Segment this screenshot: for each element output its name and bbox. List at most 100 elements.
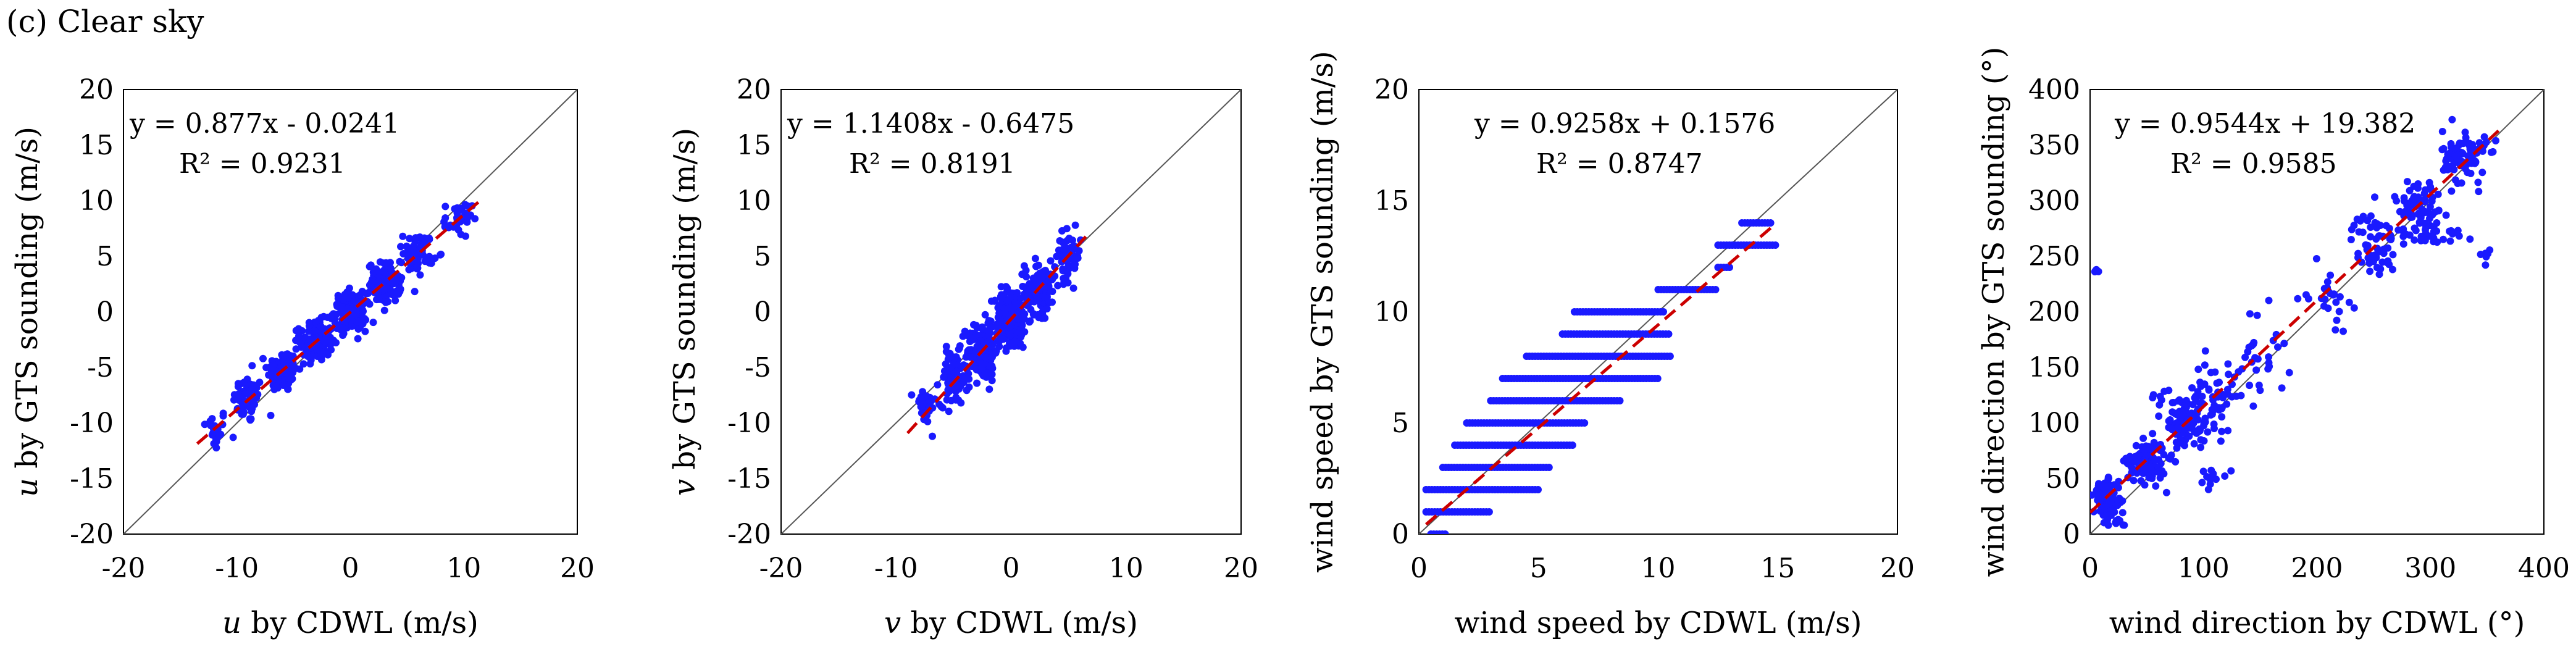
- data-point: [2188, 384, 2196, 392]
- data-point: [2090, 491, 2096, 499]
- data-point: [2428, 197, 2436, 205]
- data-point: [2224, 427, 2232, 435]
- data-point: [2474, 178, 2482, 186]
- y-tick-label: 0: [96, 296, 114, 328]
- data-point: [2446, 237, 2454, 245]
- data-point: [382, 259, 390, 267]
- data-point: [961, 327, 969, 335]
- data-point: [1035, 261, 1042, 269]
- data-point: [2107, 496, 2115, 504]
- data-point: [1043, 294, 1051, 302]
- data-point: [1064, 270, 1072, 278]
- data-point: [251, 401, 259, 408]
- regression-equation: y = 1.1408x - 0.6475: [787, 108, 1074, 140]
- x-tick-label: 200: [2291, 553, 2343, 584]
- data-point: [908, 391, 916, 399]
- data-point: [358, 311, 366, 319]
- data-point: [2387, 236, 2395, 243]
- data-point: [985, 317, 993, 325]
- data-point: [2406, 231, 2414, 239]
- data-point: [2411, 193, 2419, 201]
- data-point: [943, 396, 951, 404]
- data-point: [425, 234, 433, 242]
- data-point: [320, 337, 328, 345]
- data-point: [259, 354, 267, 362]
- data-point: [2433, 238, 2441, 246]
- y-tick-label: 5: [1392, 408, 1409, 439]
- data-point: [1581, 419, 1589, 427]
- data-point: [965, 383, 973, 391]
- data-point: [2253, 311, 2261, 319]
- data-point: [957, 399, 965, 407]
- data-point: [2430, 228, 2438, 236]
- data-point: [246, 380, 254, 388]
- data-point: [2380, 249, 2388, 257]
- data-point: [2402, 207, 2409, 215]
- data-point: [2200, 422, 2208, 430]
- plot-frame: [2089, 89, 2545, 535]
- data-point: [403, 242, 411, 250]
- plot-frame: [780, 89, 1242, 535]
- data-point: [375, 278, 383, 286]
- data-point: [944, 386, 952, 394]
- data-point: [2399, 232, 2407, 240]
- data-point: [2149, 394, 2157, 402]
- data-point: [2225, 370, 2233, 379]
- data-point: [1660, 308, 1667, 316]
- data-point: [270, 371, 278, 379]
- data-point: [1045, 278, 1053, 285]
- data-point: [945, 408, 953, 416]
- data-point: [2147, 467, 2156, 475]
- data-point: [939, 404, 947, 412]
- data-point: [1027, 306, 1035, 314]
- data-point: [382, 298, 390, 306]
- y-tick-label: 5: [96, 241, 114, 272]
- data-point: [2118, 509, 2126, 517]
- data-point: [1043, 305, 1051, 312]
- data-point: [1013, 289, 1021, 297]
- data-point: [1534, 486, 1542, 493]
- data-point: [2399, 240, 2407, 248]
- x-tick-label: -20: [759, 553, 803, 584]
- data-point: [2133, 469, 2141, 477]
- data-point: [960, 361, 968, 369]
- data-point: [413, 263, 421, 271]
- data-point: [2251, 354, 2259, 362]
- points-layer: [2090, 115, 2499, 529]
- data-point: [2232, 392, 2240, 400]
- data-point: [1018, 321, 1026, 329]
- data-point: [944, 356, 952, 363]
- data-point: [978, 365, 986, 373]
- data-point: [2421, 236, 2429, 245]
- data-point: [382, 283, 390, 291]
- data-point: [292, 345, 300, 353]
- data-point: [2141, 464, 2149, 472]
- data-point: [1071, 221, 1079, 229]
- data-point: [311, 327, 319, 335]
- data-point: [995, 309, 1003, 317]
- regression-equation: y = 0.9258x + 0.1576: [1474, 108, 1775, 140]
- data-point: [397, 243, 404, 251]
- data-point: [1666, 353, 1674, 360]
- data-point: [2141, 446, 2149, 454]
- points-layer: [1422, 219, 1779, 534]
- data-point: [201, 420, 209, 429]
- data-point: [992, 347, 1000, 355]
- data-point: [2218, 427, 2226, 435]
- data-point: [1000, 304, 1008, 312]
- data-point: [2448, 115, 2456, 123]
- data-point: [927, 398, 935, 406]
- plot-frame: [123, 89, 578, 535]
- data-point: [2094, 482, 2102, 490]
- y-tick-label: 350: [2028, 130, 2080, 161]
- data-point: [295, 325, 303, 333]
- y-tick-label: 200: [2028, 296, 2080, 328]
- x-axis-label-text: by CDWL (m/s): [241, 606, 479, 640]
- x-axis-label-text: by CDWL (m/s): [901, 606, 1138, 640]
- data-point: [2241, 353, 2249, 361]
- data-point: [2332, 298, 2340, 306]
- data-point: [341, 291, 349, 298]
- x-axis-label-var: u: [222, 606, 241, 640]
- data-point: [2385, 261, 2393, 269]
- data-point: [1064, 261, 1073, 269]
